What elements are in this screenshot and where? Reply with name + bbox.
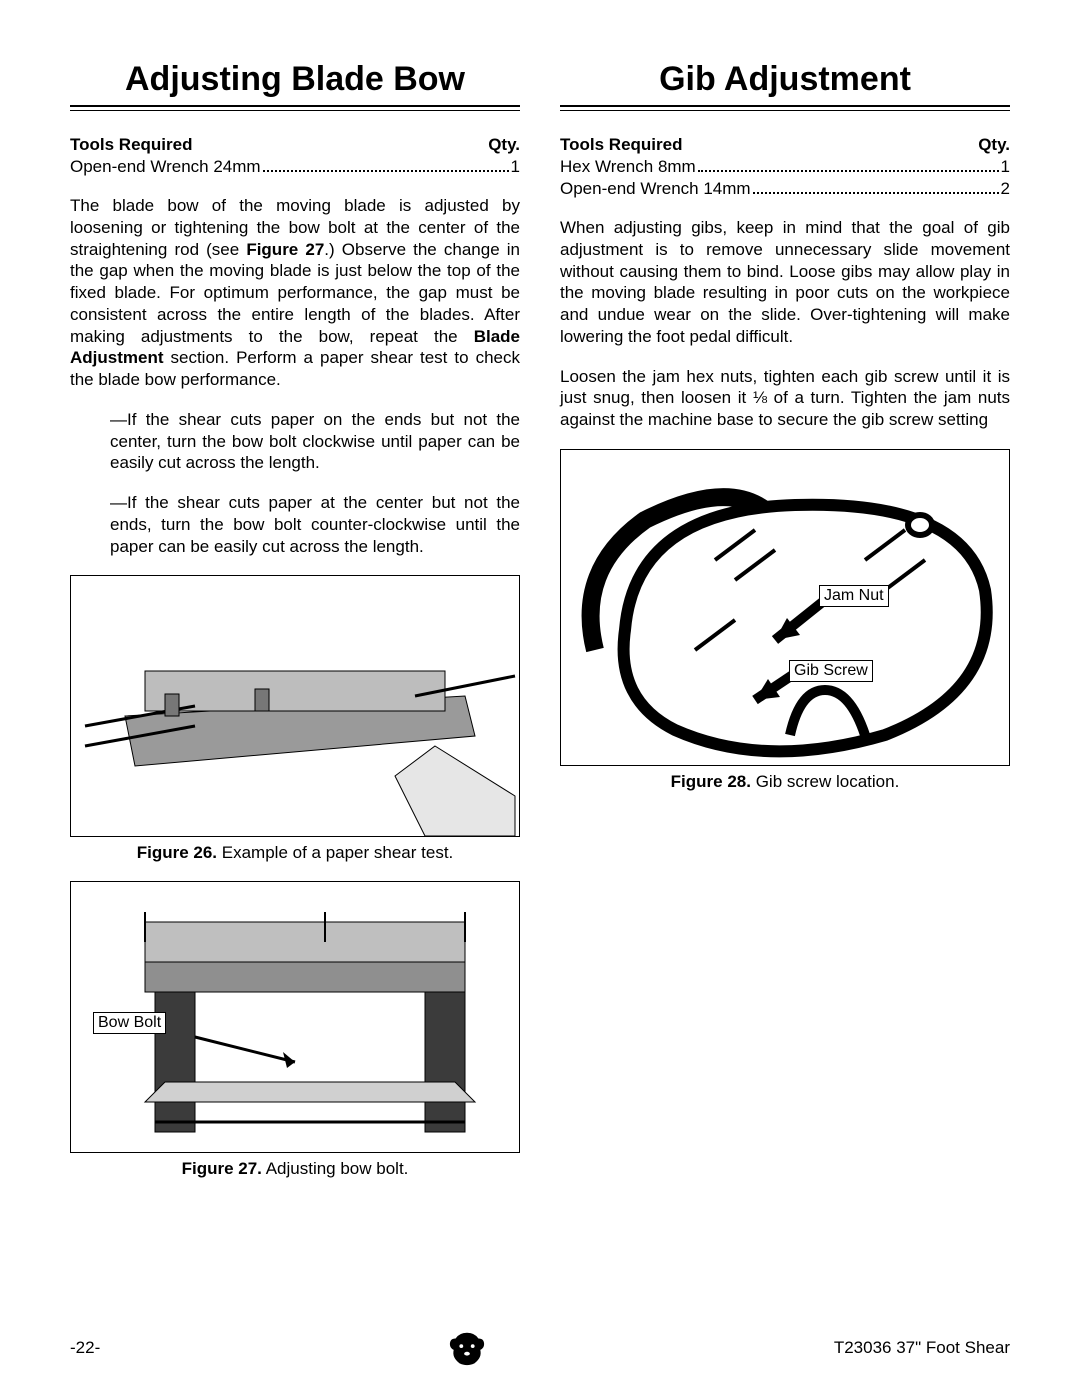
leader-dots [698,167,999,172]
right-tools-header: Tools Required Qty. [560,135,1010,155]
tool-row: Open-end Wrench 14mm 2 [560,179,1010,199]
figure-28-callout-gibscrew: Gib Screw [789,660,873,682]
page-footer: -22- T23036 37" Foot Shear [70,1329,1010,1367]
left-tools-header: Tools Required Qty. [70,135,520,155]
leader-dots [753,189,999,194]
tool-row: Hex Wrench 8mm 1 [560,157,1010,177]
figure-28-caption: Figure 28. Gib screw location. [560,772,1010,792]
figure-26 [70,575,520,837]
left-column: Adjusting Blade Bow Tools Required Qty. … [70,60,520,1319]
right-para-1: When adjusting gibs, keep in mind that t… [560,217,1010,348]
left-rule [70,105,520,111]
qty-label: Qty. [978,135,1010,155]
figure-26-caption: Figure 26. Example of a paper shear test… [70,843,520,863]
figure-26-illustration [71,576,519,836]
tool-name: Open-end Wrench 24mm [70,157,261,177]
figure-28: Jam Nut Gib Screw [560,449,1010,766]
qty-label: Qty. [488,135,520,155]
right-para-2: Loosen the jam hex nuts, tighten each gi… [560,366,1010,431]
bear-logo-icon [448,1329,486,1367]
tools-label: Tools Required [70,135,192,155]
left-bullet-1: —If the shear cuts paper on the ends but… [110,409,520,474]
left-para-1: The blade bow of the moving blade is adj… [70,195,520,391]
tools-label: Tools Required [560,135,682,155]
left-title: Adjusting Blade Bow [70,60,520,99]
figure-27: Bow Bolt [70,881,520,1153]
figure-27-callout: Bow Bolt [93,1012,166,1034]
tool-name: Hex Wrench 8mm [560,157,696,177]
tool-qty: 1 [511,157,520,177]
page-number: -22- [70,1338,100,1358]
right-column: Gib Adjustment Tools Required Qty. Hex W… [560,60,1010,1319]
tool-name: Open-end Wrench 14mm [560,179,751,199]
figure-28-illustration [561,450,1009,765]
tool-row: Open-end Wrench 24mm 1 [70,157,520,177]
left-bullet-2: —If the shear cuts paper at the center b… [110,492,520,557]
figure-28-callout-jamnut: Jam Nut [819,585,889,607]
leader-dots [263,167,509,172]
document-id: T23036 37" Foot Shear [834,1338,1010,1358]
right-title: Gib Adjustment [560,60,1010,99]
tool-qty: 1 [1001,157,1010,177]
figure-27-caption: Figure 27. Adjusting bow bolt. [70,1159,520,1179]
tool-qty: 2 [1001,179,1010,199]
right-rule [560,105,1010,111]
